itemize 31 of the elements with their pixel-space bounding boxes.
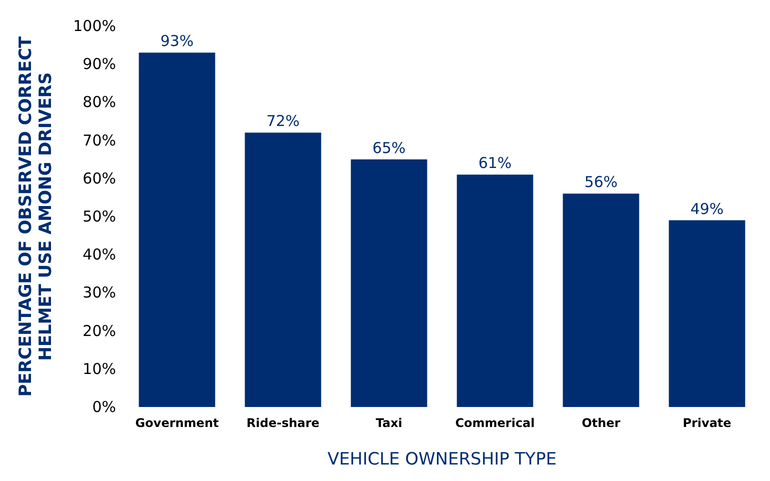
y-tick-label: 100% xyxy=(73,17,116,35)
bar xyxy=(456,174,534,407)
y-tick-label: 10% xyxy=(82,360,116,378)
bar xyxy=(350,159,428,407)
data-label: 72% xyxy=(266,112,300,130)
x-tick-label: Government xyxy=(135,416,219,430)
y-tick-label: 30% xyxy=(82,284,116,302)
y-tick-label: 0% xyxy=(92,398,116,416)
x-tick-label: Taxi xyxy=(376,416,402,430)
y-tick-label: 80% xyxy=(82,93,116,112)
bar xyxy=(244,132,322,407)
y-tick-label: 40% xyxy=(82,246,116,264)
x-tick-label: Other xyxy=(582,416,620,430)
y-tick-label: 50% xyxy=(82,208,116,226)
data-label: 49% xyxy=(690,200,724,218)
y-tick-label: 20% xyxy=(82,322,116,340)
x-tick-label: Commerical xyxy=(455,416,535,430)
data-label: 93% xyxy=(160,32,194,50)
bar xyxy=(562,194,640,407)
data-label: 61% xyxy=(478,154,512,172)
y-tick-label: 70% xyxy=(82,131,116,150)
y-tick-label: 90% xyxy=(82,55,116,74)
y-axis-title: PERCENTAGE OF OBSERVED CORRECT HELMET USE AMONG DRIVERS xyxy=(16,36,56,397)
bar xyxy=(138,52,216,407)
data-label: 65% xyxy=(372,138,406,157)
y-tick-label: 60% xyxy=(82,169,116,188)
x-tick-label: Private xyxy=(682,416,732,430)
x-axis-title: VEHICLE OWNERSHIP TYPE xyxy=(327,450,557,470)
x-tick-label: Ride-share xyxy=(246,416,320,430)
data-label: 56% xyxy=(584,173,618,192)
bar xyxy=(668,220,746,407)
